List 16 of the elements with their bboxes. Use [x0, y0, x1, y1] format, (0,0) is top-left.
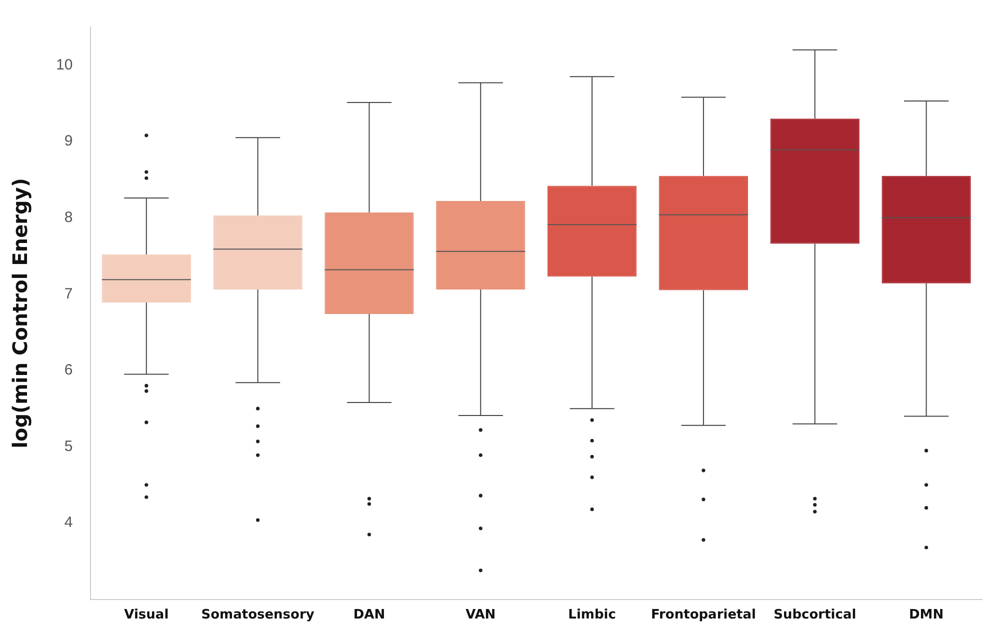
x-tick-label: VAN: [466, 608, 496, 623]
x-tick-label: Visual: [124, 608, 169, 623]
y-tick-label: 6: [64, 362, 73, 379]
x-tick-label: Subcortical: [774, 608, 856, 623]
y-tick-label: 4: [64, 514, 73, 532]
y-tick-label: 10: [56, 56, 73, 74]
x-tick-label: Somatosensory: [201, 608, 315, 623]
x-tick-label: Frontoparietal: [650, 608, 756, 623]
y-tick-label: 7: [64, 285, 73, 302]
y-tick-label: 5: [64, 438, 73, 455]
y-tick-label: 9: [64, 132, 73, 150]
y-tick-label: 8: [64, 208, 73, 226]
y-axis-title: log(min Control Energy): [8, 178, 32, 448]
x-tick-label: Limbic: [568, 608, 616, 623]
x-tick-label: DMN: [908, 608, 944, 623]
x-tick-label: DAN: [353, 608, 386, 623]
